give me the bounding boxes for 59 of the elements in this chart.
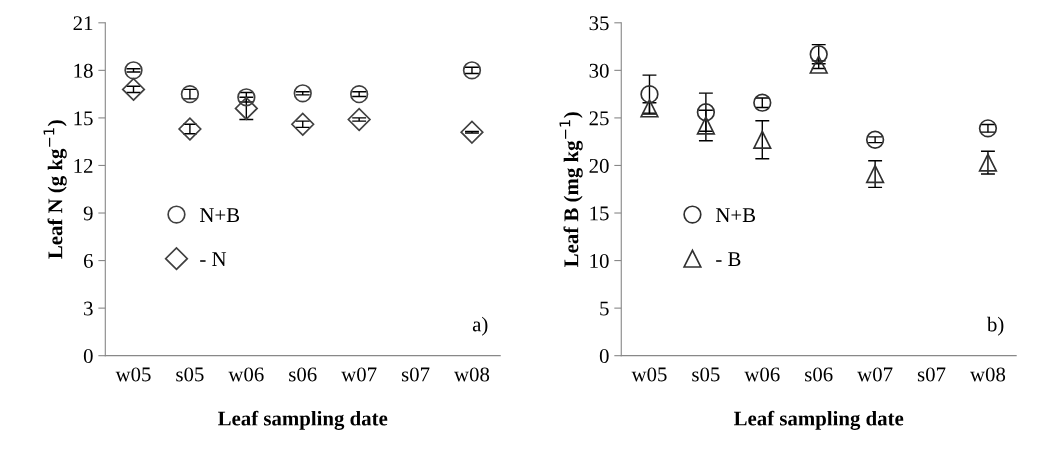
point [121, 77, 146, 102]
x-tick-label: w08 [454, 367, 490, 382]
y-tick-label: 30 [589, 63, 609, 78]
y-tick-label: 12 [74, 158, 93, 173]
point [291, 112, 315, 136]
y-tick-label: 35 [589, 16, 609, 31]
y-axis-title: Leaf N (g kg$^{−1}$) [43, 120, 67, 259]
y-tick-label: 18 [74, 63, 93, 78]
point [460, 120, 484, 144]
x-tick-label: s07 [401, 367, 430, 382]
x-tick-label: s06 [289, 367, 317, 382]
legend-label: N+B [715, 208, 756, 222]
point [978, 119, 998, 138]
point [178, 117, 202, 141]
y-tick-label: 5 [600, 301, 609, 316]
x-tick-label: s05 [176, 367, 204, 382]
y-tick-label: 6 [83, 254, 93, 268]
y-tick-label: 15 [74, 111, 93, 126]
point [640, 84, 659, 104]
point [237, 88, 256, 107]
y-tick-label: 21 [73, 16, 93, 31]
x-axis-title: Leaf sampling date [733, 410, 904, 430]
point [865, 164, 885, 184]
annotation: b) [986, 316, 1004, 336]
x-tick-label: s07 [917, 367, 946, 382]
legend-label: - N [200, 252, 227, 266]
legend-label: N+B [199, 208, 240, 222]
annotation: a) [472, 316, 488, 336]
y-tick-label: 25 [589, 111, 609, 126]
y-tick-label: 9 [83, 206, 93, 221]
point [462, 61, 482, 80]
x-tick-label: s05 [692, 367, 720, 382]
y-tick-label: 0 [599, 349, 609, 364]
x-tick-label: s06 [805, 367, 833, 382]
point [124, 61, 143, 80]
y-tick-label: 0 [83, 349, 93, 364]
y-axis-title: Leaf B (mg kg$^{−1}$) [559, 112, 583, 267]
point [293, 84, 312, 103]
point [865, 130, 885, 149]
x-tick-label: w05 [631, 367, 667, 382]
point [347, 107, 371, 132]
x-tick-label: w06 [228, 367, 264, 382]
y-tick-label: 15 [590, 206, 609, 221]
y-tick-label: 3 [84, 301, 93, 316]
point [696, 103, 716, 122]
point [349, 84, 369, 104]
x-tick-label: w08 [970, 367, 1006, 382]
point [753, 93, 772, 112]
legend-label: - B [716, 252, 741, 266]
y-tick-label: 10 [590, 253, 609, 268]
x-tick-label: w05 [115, 367, 151, 382]
point [809, 55, 828, 74]
x-tick-label: w06 [744, 367, 780, 382]
point [753, 130, 772, 149]
point [696, 116, 716, 135]
x-tick-label: w07 [857, 367, 893, 382]
x-tick-label: w07 [341, 367, 377, 382]
y-tick-label: 20 [589, 158, 609, 173]
x-axis-title: Leaf sampling date [218, 410, 388, 430]
